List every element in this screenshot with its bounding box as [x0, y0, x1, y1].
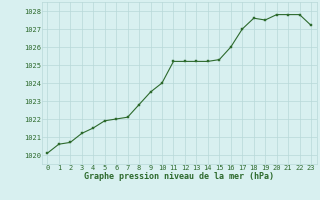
X-axis label: Graphe pression niveau de la mer (hPa): Graphe pression niveau de la mer (hPa) [84, 172, 274, 181]
